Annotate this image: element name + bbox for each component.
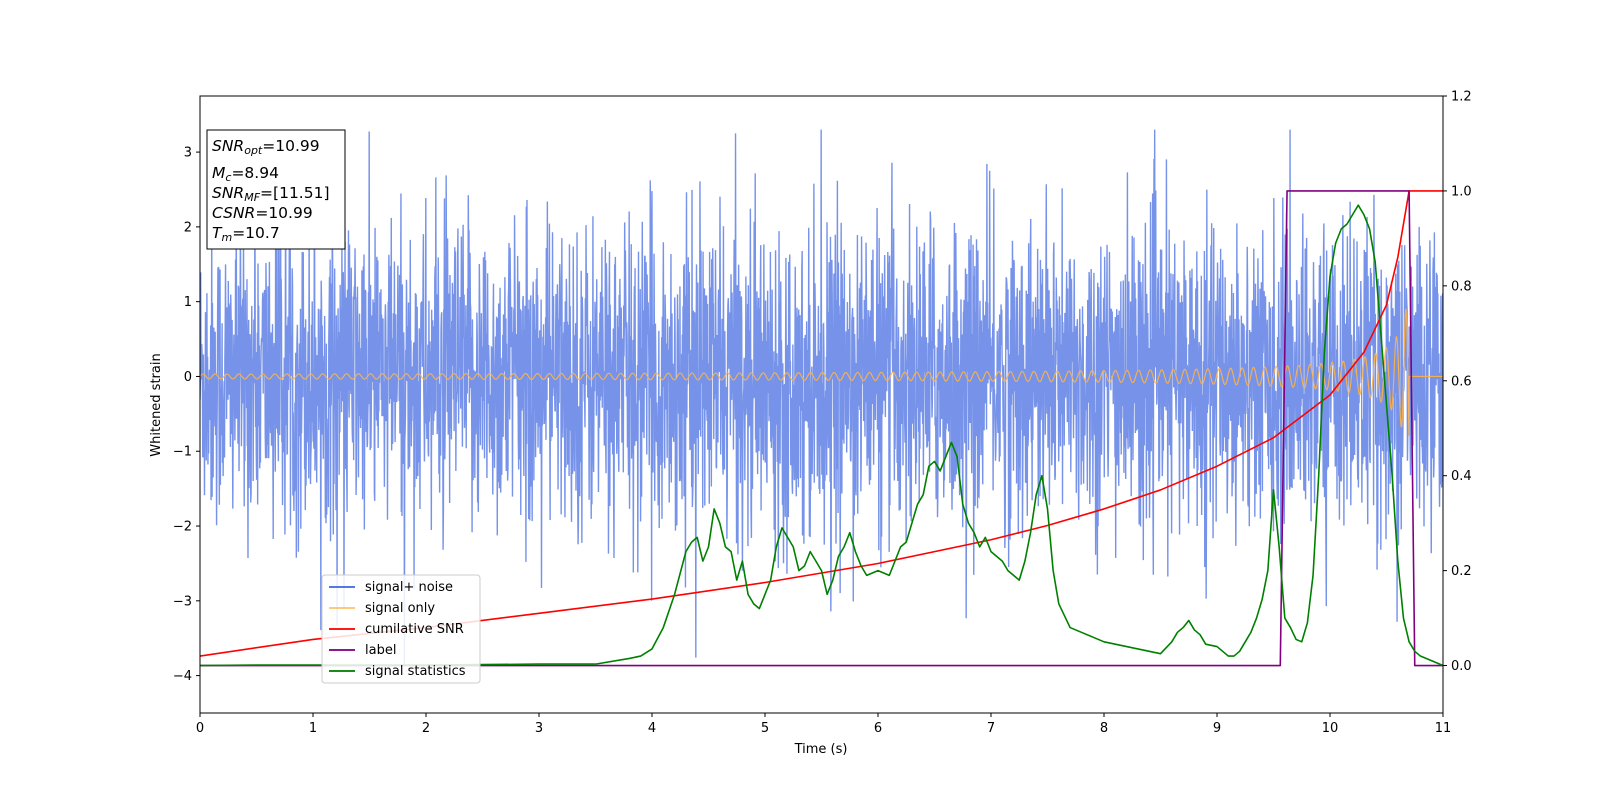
info-snr-mf: SNRMF=[11.51] [212, 184, 330, 204]
y-axis-label: Whitened strain [149, 353, 164, 456]
info-mc: Mc=8.94 [212, 164, 279, 184]
legend-label: label [365, 643, 396, 658]
x-tick-label: 5 [761, 721, 769, 736]
legend-label: signal only [365, 601, 435, 616]
info-tm: Tm=10.7 [212, 224, 280, 244]
legend: signal+ noise signal only cumilative SNR la… [321, 574, 481, 684]
legend-frame [321, 574, 481, 684]
x-tick-label: 4 [648, 721, 656, 736]
info-box-frame [206, 129, 346, 250]
x-tick-label: 7 [987, 721, 995, 736]
series-cumulative-snr [200, 190, 1443, 657]
info-box: SNRopt=10.99 Mc=8.94 SNRMF=[11.51] CSNR=… [206, 129, 346, 250]
y2-tick-label: 1.2 [1451, 90, 1472, 105]
x-tick-label: 10 [1322, 721, 1339, 736]
x-tick-label: 11 [1435, 721, 1452, 736]
y-tick-label: −3 [173, 594, 192, 609]
x-tick-label: 3 [535, 721, 543, 736]
x-tick-label: 0 [196, 721, 204, 736]
y-axis-left: −4 −3 −2 −1 0 1 2 3 [173, 146, 200, 684]
series-signal-statistics [200, 204, 1443, 667]
y2-tick-label: 0.2 [1451, 564, 1472, 579]
y-tick-label: 1 [184, 295, 192, 310]
info-snr-opt: SNRopt=10.99 [212, 137, 320, 157]
y-tick-label: −1 [173, 445, 192, 460]
series-signal-only [200, 308, 1443, 436]
plot-frame [199, 95, 1444, 714]
legend-label: signal statistics [365, 664, 466, 679]
y-tick-label: 0 [184, 370, 192, 385]
y2-tick-label: 0.0 [1451, 659, 1472, 674]
info-csnr: CSNR=10.99 [212, 204, 313, 222]
y-tick-label: 3 [184, 146, 192, 161]
y-tick-label: −4 [173, 669, 192, 684]
series-label [200, 190, 1443, 667]
legend-label: signal+ noise [365, 580, 453, 595]
y2-tick-label: 0.6 [1451, 374, 1472, 389]
y-axis-right: 0.0 0.2 0.4 0.6 0.8 1.0 1.2 [1443, 90, 1472, 674]
x-tick-label: 9 [1213, 721, 1221, 736]
legend-label: cumilative SNR [365, 622, 464, 637]
x-axis: 0 1 2 3 4 5 6 7 8 9 10 11 [196, 713, 1451, 736]
x-tick-label: 2 [422, 721, 430, 736]
y2-tick-label: 1.0 [1451, 184, 1472, 199]
x-tick-label: 6 [874, 721, 882, 736]
y-tick-label: 2 [184, 220, 192, 235]
series-signal-noise [200, 129, 1443, 665]
plot-area [200, 129, 1443, 667]
y2-tick-label: 0.4 [1451, 469, 1472, 484]
x-tick-label: 8 [1100, 721, 1108, 736]
y-tick-label: −2 [173, 520, 192, 535]
y2-tick-label: 0.8 [1451, 279, 1472, 294]
x-tick-label: 1 [309, 721, 317, 736]
x-axis-label: Time (s) [794, 742, 848, 757]
